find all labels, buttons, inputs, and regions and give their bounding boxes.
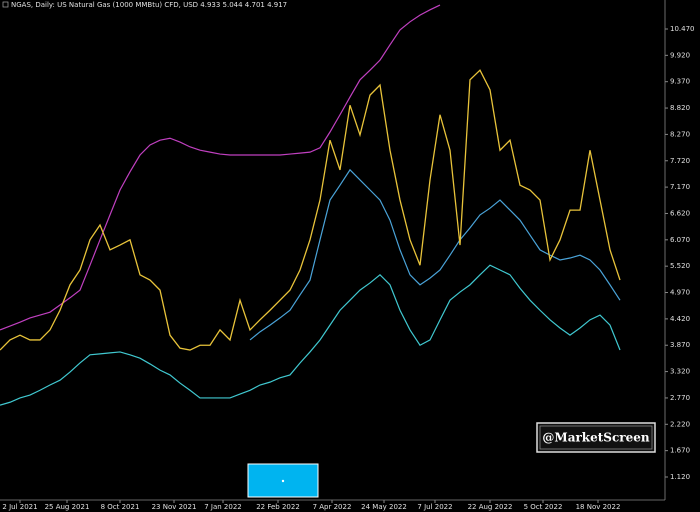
y-tick-label: 10.470 — [670, 25, 695, 33]
series-line — [249, 168, 621, 341]
y-tick-label: 5.520 — [670, 262, 690, 270]
y-tick-label: 3.320 — [670, 368, 690, 376]
y-tick-label: 2.220 — [670, 420, 690, 428]
x-tick-label: 7 Jan 2022 — [204, 503, 242, 511]
x-tick-label: 22 Feb 2022 — [256, 503, 300, 511]
y-tick-label: 9.920 — [670, 51, 690, 59]
x-tick-label: 7 Jul 2022 — [417, 503, 452, 511]
x-tick-label: 24 May 2022 — [361, 503, 407, 511]
y-tick-label: 2.770 — [670, 394, 690, 402]
series-line — [0, 4, 441, 331]
series-line — [0, 264, 621, 406]
y-tick-label: 7.170 — [670, 183, 690, 191]
watermark-box — [536, 422, 656, 453]
watermark-inner — [539, 425, 653, 450]
x-tick-label: 8 Oct 2021 — [101, 503, 140, 511]
y-tick-label: 7.720 — [670, 157, 690, 165]
x-tick-label: 18 Nov 2022 — [576, 503, 621, 511]
watermark: @MarketScreen — [542, 431, 649, 445]
series-line — [0, 69, 621, 351]
y-tick-label: 8.820 — [670, 104, 690, 112]
y-tick-label: 6.620 — [670, 209, 690, 217]
y-tick-label: 6.070 — [670, 236, 690, 244]
y-tick-label: 9.370 — [670, 78, 690, 86]
y-tick-label: 4.970 — [670, 289, 690, 297]
y-tick-label: 3.870 — [670, 341, 690, 349]
y-tick-label: 1.670 — [670, 447, 690, 455]
chart-header: NGAS, Daily: US Natural Gas (1000 MMBtu)… — [11, 1, 287, 9]
y-tick-label: 8.270 — [670, 130, 690, 138]
x-tick-label: 23 Nov 2021 — [152, 503, 197, 511]
y-tick-label: 4.420 — [670, 315, 690, 323]
x-tick-label: 2 Jul 2021 — [2, 503, 37, 511]
x-tick-label: 5 Oct 2022 — [524, 503, 563, 511]
x-tick-label: 22 Aug 2022 — [468, 503, 513, 511]
x-tick-label: 25 Aug 2021 — [45, 503, 90, 511]
selection-center — [281, 479, 285, 483]
y-tick-label: 1.120 — [670, 473, 690, 481]
x-tick-label: 7 Apr 2022 — [313, 503, 352, 511]
symbol-icon — [2, 1, 9, 8]
